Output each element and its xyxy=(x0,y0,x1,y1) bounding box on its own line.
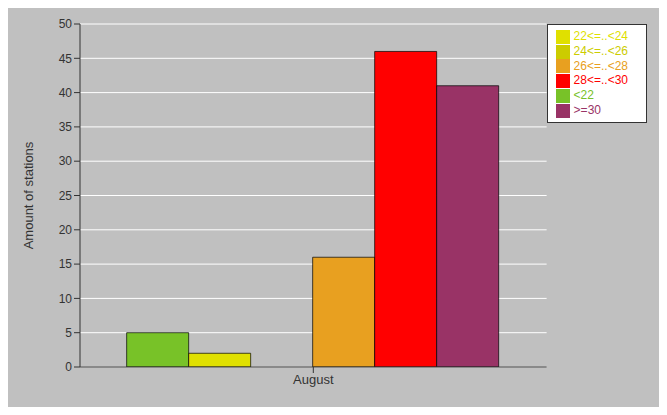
svg-text:40: 40 xyxy=(59,86,73,100)
html-text:22<=..<24: 22<=..<24 xyxy=(573,29,628,43)
html-text:28<=..<30: 28<=..<30 xyxy=(573,73,628,88)
svg-text:25: 25 xyxy=(59,189,73,203)
svg-text:Amount of stations: Amount of stations xyxy=(21,141,36,249)
svg-text:5: 5 xyxy=(65,326,72,340)
svg-text:35: 35 xyxy=(59,120,73,134)
svg-text:15: 15 xyxy=(59,257,73,271)
html-text:<22: <22 xyxy=(573,88,594,103)
html-text:26<=..<28: 26<=..<28 xyxy=(573,58,628,73)
svg-text:45: 45 xyxy=(59,52,73,66)
svg-text:50: 50 xyxy=(59,17,73,31)
svg-text:0: 0 xyxy=(65,360,72,374)
svg-text:30: 30 xyxy=(59,154,73,168)
svg-text:20: 20 xyxy=(59,223,73,237)
html-text:24<=..<26: 24<=..<26 xyxy=(573,43,628,58)
html-text:>=30: >=30 xyxy=(573,103,601,118)
svg-text:August: August xyxy=(293,372,334,387)
svg-text:10: 10 xyxy=(59,292,73,306)
